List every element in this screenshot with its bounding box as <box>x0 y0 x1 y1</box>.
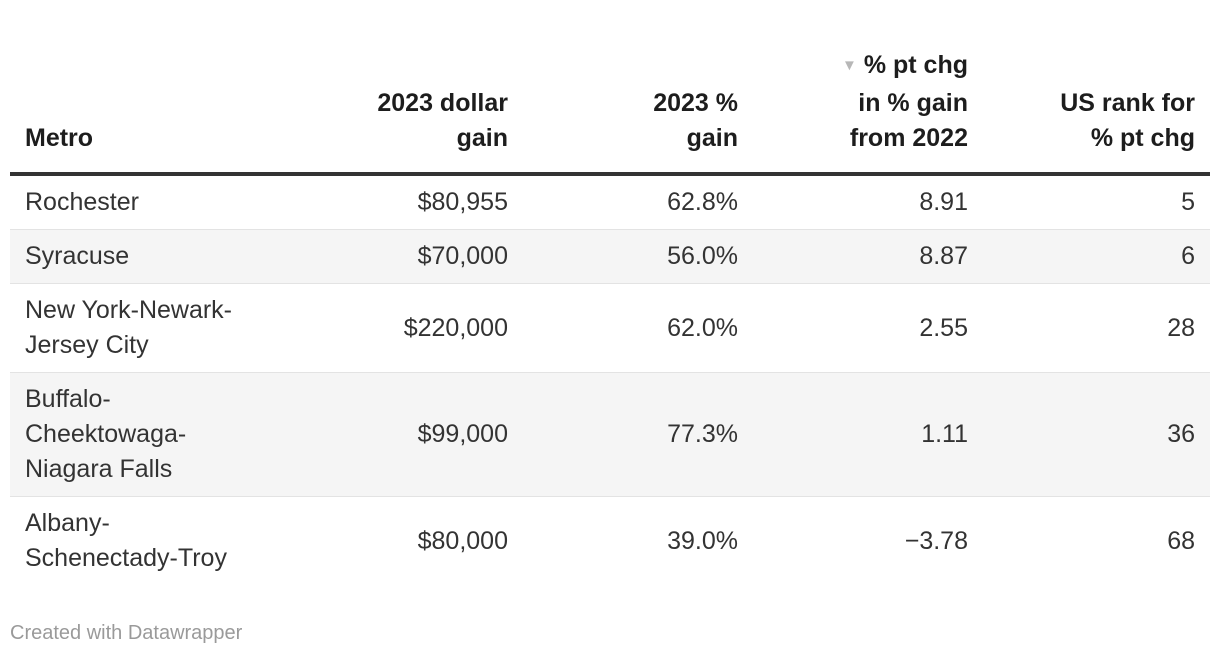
column-header-2023-dollar-gain[interactable]: 2023 dollar gain <box>305 12 523 176</box>
us-rank-cell: 36 <box>983 372 1210 497</box>
column-header-us-rank[interactable]: US rank for % pt chg <box>983 12 1210 176</box>
us-rank-cell: 6 <box>983 229 1210 284</box>
pt-chg-cell: 8.91 <box>919 188 968 216</box>
table-row-albany: Albany- Schenectady-Troy $80,000 39.0% −… <box>10 496 1210 585</box>
table-header: Metro 2023 dollar gain 2023 % gain ▼% pt… <box>10 12 1210 176</box>
metro-cell: New York-Newark- Jersey City <box>10 283 305 373</box>
table-row-new-york: New York-Newark- Jersey City $220,000 62… <box>10 283 1210 373</box>
column-header-pt-chg-label: % pt chg in % gain from 2022 <box>849 51 968 152</box>
sort-descending-icon: ▼ <box>841 57 857 74</box>
datawrapper-table-widget: Metro 2023 dollar gain 2023 % gain ▼% pt… <box>10 12 1210 585</box>
dollar-gain-cell: $70,000 <box>305 229 523 284</box>
header-row: Metro 2023 dollar gain 2023 % gain ▼% pt… <box>10 12 1210 176</box>
pct-gain-cell: 62.8% <box>667 188 738 216</box>
metro-cell: Albany- Schenectady-Troy <box>10 496 305 585</box>
dollar-gain-cell: $220,000 <box>305 283 523 373</box>
table-row-rochester: Rochester $80,955 62.8% 8.91 5 <box>10 174 1210 230</box>
pt-chg-cell: −3.78 <box>753 496 983 585</box>
column-header-pt-chg[interactable]: ▼% pt chg in % gain from 2022 <box>753 12 983 176</box>
pct-gain-cell: 62.0% <box>523 283 753 373</box>
dollar-gain-cell: $80,000 <box>305 496 523 585</box>
column-header-2023-pct-gain[interactable]: 2023 % gain <box>523 12 753 176</box>
us-rank-cell: 68 <box>983 496 1210 585</box>
metro-cell: Buffalo- Cheektowaga- Niagara Falls <box>10 372 305 497</box>
column-header-metro[interactable]: Metro <box>10 12 305 176</box>
pt-chg-cell: 8.87 <box>753 229 983 284</box>
us-rank-cell: 28 <box>983 283 1210 373</box>
pct-gain-cell: 56.0% <box>523 229 753 284</box>
table-row-syracuse: Syracuse $70,000 56.0% 8.87 6 <box>10 229 1210 284</box>
pct-gain-cell: 39.0% <box>523 496 753 585</box>
metro-cell: Rochester <box>25 188 139 216</box>
table-body: Rochester $80,955 62.8% 8.91 5 Syracuse … <box>10 174 1210 585</box>
pt-chg-cell: 1.11 <box>753 372 983 497</box>
table-row-buffalo: Buffalo- Cheektowaga- Niagara Falls $99,… <box>10 372 1210 497</box>
datawrapper-attribution-link[interactable]: Created with Datawrapper <box>10 622 243 644</box>
pt-chg-cell: 2.55 <box>753 283 983 373</box>
us-rank-cell: 5 <box>1181 188 1195 216</box>
metro-cell: Syracuse <box>10 229 305 284</box>
data-table: Metro 2023 dollar gain 2023 % gain ▼% pt… <box>10 12 1210 585</box>
dollar-gain-cell: $99,000 <box>305 372 523 497</box>
dollar-gain-cell: $80,955 <box>417 188 508 216</box>
pct-gain-cell: 77.3% <box>523 372 753 497</box>
attribution-footer: Created with Datawrapper <box>10 621 1220 645</box>
